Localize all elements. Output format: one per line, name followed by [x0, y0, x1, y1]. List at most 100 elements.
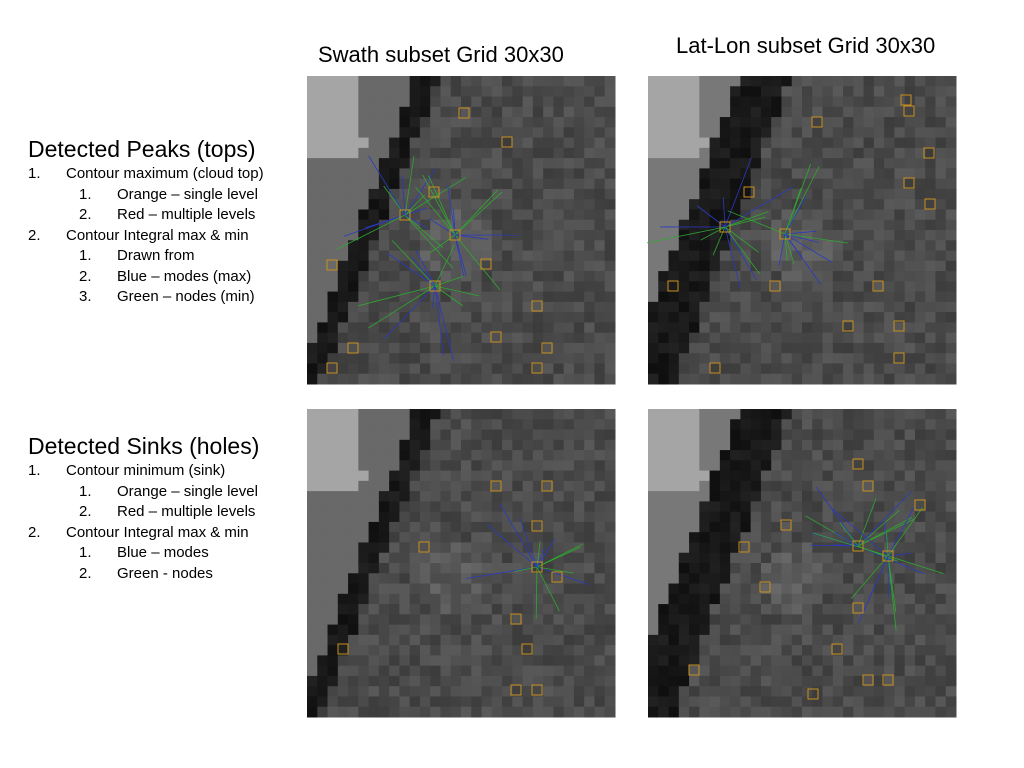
- image-cell: [389, 573, 400, 585]
- image-cell: [399, 188, 411, 200]
- image-cell: [771, 240, 782, 252]
- image-cell: [419, 675, 431, 687]
- image-cell: [389, 250, 400, 262]
- image-cell: [522, 655, 534, 667]
- image-cell: [658, 271, 670, 282]
- sublist-item: Blue – modes (max): [117, 267, 252, 285]
- image-cell: [658, 312, 670, 323]
- image-cell: [771, 158, 782, 169]
- image-cell: [709, 696, 721, 708]
- image-cell: [471, 624, 483, 636]
- image-cell: [730, 460, 741, 472]
- image-cell: [563, 260, 575, 272]
- image-cell: [419, 250, 431, 262]
- image-cell: [471, 439, 483, 451]
- image-cell: [502, 312, 513, 323]
- image-cell: [648, 521, 659, 533]
- image-cell: [925, 373, 936, 385]
- image-cell: [873, 188, 885, 200]
- image-cell: [419, 363, 431, 375]
- image-cell: [750, 168, 762, 180]
- image-cell: [419, 409, 431, 420]
- image-cell: [853, 168, 865, 180]
- image-cell: [368, 117, 380, 128]
- image-cell: [791, 675, 803, 687]
- image-cell: [307, 301, 318, 313]
- image-cell: [730, 593, 741, 605]
- image-cell: [378, 260, 390, 272]
- image-cell: [358, 137, 370, 149]
- image-cell: [522, 168, 534, 180]
- image-cell: [604, 230, 616, 241]
- image-cell: [658, 281, 670, 293]
- image-cell: [471, 470, 483, 482]
- image-cell: [502, 542, 513, 554]
- image-cell: [740, 281, 752, 293]
- image-cell: [378, 271, 390, 282]
- image-cell: [740, 409, 752, 420]
- image-cell: [584, 96, 595, 108]
- image-cell: [307, 696, 318, 708]
- image-cell: [532, 645, 544, 656]
- image-cell: [719, 583, 731, 595]
- image-cell: [471, 429, 483, 441]
- image-cell: [750, 542, 762, 554]
- image-cell: [563, 168, 575, 180]
- image-cell: [358, 168, 370, 180]
- image-cell: [584, 271, 595, 282]
- image-cell: [450, 480, 462, 492]
- image-cell: [450, 373, 462, 385]
- image-cell: [522, 470, 534, 482]
- image-cell: [699, 706, 711, 718]
- image-cell: [317, 178, 329, 190]
- image-cell: [543, 511, 554, 523]
- image-cell: [750, 696, 762, 708]
- image-cell: [873, 532, 885, 543]
- image-cell: [894, 363, 906, 375]
- image-cell: [843, 480, 854, 492]
- image-cell: [822, 521, 834, 533]
- image-cell: [327, 353, 339, 364]
- image-cell: [409, 219, 421, 231]
- image-cell: [399, 117, 411, 128]
- image-cell: [812, 419, 824, 431]
- image-cell: [873, 491, 885, 502]
- image-cell: [750, 532, 762, 543]
- trace-line: [428, 218, 456, 236]
- image-cell: [491, 573, 503, 585]
- image-cell: [648, 645, 659, 656]
- image-cell: [750, 260, 762, 272]
- image-cell: [884, 230, 895, 241]
- image-cell: [791, 429, 803, 441]
- image-cell: [378, 291, 390, 303]
- image-cell: [699, 470, 711, 482]
- image-cell: [348, 230, 359, 241]
- image-cell: [750, 665, 762, 677]
- detection-box: [458, 107, 470, 119]
- image-cell: [491, 312, 503, 323]
- image-cell: [419, 470, 431, 482]
- image-cell: [573, 532, 585, 543]
- detection-box: [667, 280, 679, 292]
- image-cell: [914, 532, 926, 543]
- image-cell: [450, 219, 462, 231]
- image-cell: [853, 450, 865, 461]
- image-cell: [543, 634, 554, 646]
- image-cell: [450, 604, 462, 615]
- image-cell: [604, 86, 616, 98]
- image-cell: [481, 260, 493, 272]
- image-cell: [668, 583, 680, 595]
- trace-line: [784, 233, 803, 259]
- image-cell: [678, 147, 690, 159]
- image-cell: [781, 665, 793, 677]
- image-cell: [730, 127, 741, 139]
- image-cell: [904, 470, 916, 482]
- image-cell: [884, 353, 895, 364]
- image-cell: [822, 655, 834, 667]
- image-cell: [532, 260, 544, 272]
- image-cell: [389, 137, 400, 149]
- image-cell: [543, 301, 554, 313]
- image-cell: [812, 250, 824, 262]
- image-cell: [461, 137, 472, 149]
- image-cell: [832, 665, 844, 677]
